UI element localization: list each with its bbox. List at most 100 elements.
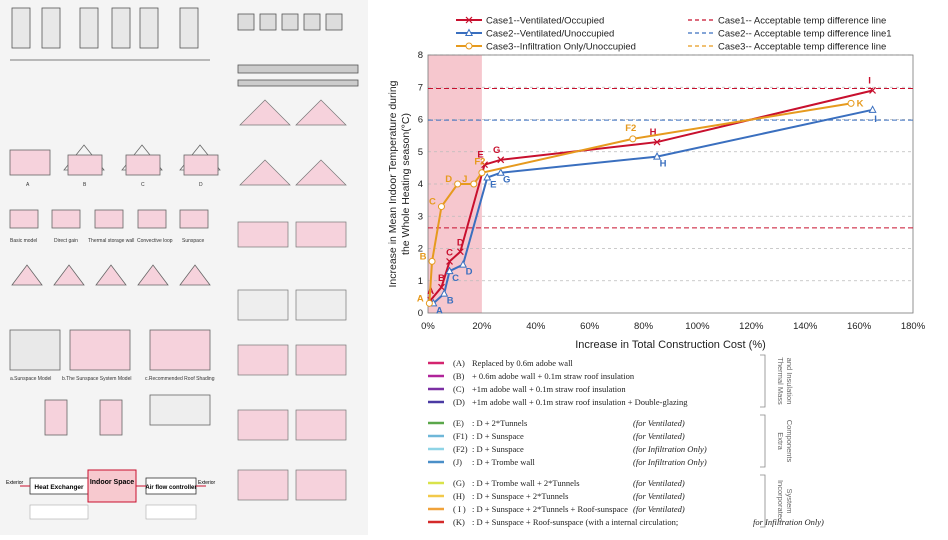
data-point	[496, 168, 505, 176]
legend-group-title: Incorporated	[776, 480, 785, 522]
point-label: A	[417, 293, 424, 304]
indoor-space-label: Indoor Space	[90, 479, 134, 486]
right-column-sketches	[237, 99, 347, 501]
legend-group-title: Thermal Mass	[776, 357, 785, 405]
data-point	[456, 248, 464, 256]
data-point	[428, 257, 436, 265]
data-point	[478, 169, 486, 177]
legend-text: : D + Sunspace	[472, 431, 524, 441]
y-tick-label: 8	[418, 50, 423, 61]
legend-code: ( I )	[453, 504, 466, 514]
data-point	[445, 266, 454, 275]
point-label: A	[436, 305, 443, 316]
data-point	[497, 156, 505, 164]
y-tick-label: 5	[418, 147, 423, 158]
caption-direct-gain: Direct gain	[54, 238, 78, 244]
legend-note: for Infiltration Only)	[753, 517, 824, 527]
group-bracket	[760, 474, 766, 528]
x-tick-label: 180%	[901, 321, 926, 332]
legend-code: (F1)	[453, 431, 468, 441]
legend-code: (D)	[453, 397, 465, 407]
legend-text: Replaced by 0.6m adobe wall	[472, 358, 573, 368]
x-tick-label: 100%	[685, 321, 710, 332]
data-point	[653, 138, 661, 146]
legend-entry: Case1-- Acceptable temp difference line	[718, 16, 886, 27]
legend-text: : D + Sunspace + 2*Tunnels + Roof-sunspa…	[472, 504, 628, 514]
series-line	[432, 108, 873, 305]
legend-note: (for Ventilated)	[633, 491, 685, 501]
legend-code: (G)	[453, 478, 465, 488]
legend-note: (for Ventilated)	[633, 431, 685, 441]
data-point	[869, 87, 877, 94]
air-flow-controller-label: Air flow controller	[145, 485, 197, 491]
y-tick-label: 6	[418, 115, 423, 126]
legend-text: : D + Trombe wall	[472, 457, 536, 467]
x-tick-label: 0%	[421, 321, 435, 332]
data-point	[438, 283, 445, 291]
chart-panel: Case1--Ventilated/Occupied Case2--Ventila…	[368, 0, 948, 535]
point-label: D	[457, 238, 464, 249]
x-tick-label: 40%	[526, 321, 546, 332]
y-tick-label: 1	[418, 276, 423, 287]
point-label: B	[447, 296, 454, 307]
point-label: G	[493, 145, 500, 156]
legend-text: : D + Trombe wall + 2*Tunnels	[472, 478, 580, 488]
legend-text: : D + Sunspace + 2*Tunnels	[472, 491, 568, 501]
data-point	[483, 172, 492, 181]
point-label: D	[466, 267, 473, 278]
legend-text: + 0.6m adobe wall + 0.1m straw roof insu…	[472, 371, 635, 381]
point-label: I	[874, 114, 877, 125]
model-captions: Basic model Direct gain Thermal storage …	[10, 182, 215, 382]
legend-entry: Case1--Ventilated/Occupied	[486, 16, 604, 27]
caption-model-d: D	[199, 182, 203, 188]
legend-group-title: Extra	[776, 432, 785, 450]
legend-code: (H)	[453, 491, 465, 501]
series-line	[428, 102, 852, 304]
y-axis-label: Increase in Mean Indoor Temperature duri…	[387, 80, 399, 287]
x-tick-label: 160%	[847, 321, 872, 332]
legend-note: (for Ventilated)	[633, 478, 685, 488]
legend-entry: Case3--Infiltration Only/Unoccupied	[486, 42, 636, 53]
caption-basic-model: Basic model	[10, 238, 37, 244]
data-point	[868, 105, 877, 113]
architectural-drawings-panel: Heat Exchanger Indoor Space Air flow con…	[0, 0, 368, 535]
data-point	[629, 135, 637, 143]
legend-note: (for Ventilated)	[633, 418, 685, 428]
chart: Case1--Ventilated/Occupied Case2--Ventila…	[387, 16, 926, 528]
y-axis-label-line2: the Whole Heating season(°C)	[400, 113, 412, 255]
caption-model-c: C	[141, 182, 145, 188]
exterior-left-label: Exterior	[6, 480, 24, 486]
caption-sunspace-model-a: a.Sunspace Model	[10, 376, 51, 382]
legend-top: Case1--Ventilated/Occupied Case2--Ventila…	[456, 16, 892, 53]
data-point	[458, 260, 468, 268]
legend-text: : D + Sunspace + Roof-sunspace (with a i…	[472, 517, 678, 527]
caption-sunspace: Sunspace	[182, 238, 204, 244]
point-label: C	[429, 197, 436, 208]
legend-group-title: and Insulation	[785, 358, 794, 405]
x-axis-label: Increase in Total Construction Cost (%)	[575, 339, 766, 351]
x-tick-label: 80%	[634, 321, 654, 332]
point-label: C	[446, 247, 453, 258]
caption-convective-loop: Convective loop	[137, 238, 173, 244]
data-point	[470, 180, 478, 188]
plot-frame	[427, 54, 914, 314]
data-point	[446, 257, 453, 265]
point-label: E	[490, 180, 496, 191]
point-label: I	[868, 75, 871, 86]
point-label: K	[857, 98, 864, 109]
legend-text: : D + Sunspace	[472, 444, 524, 454]
legend-code: (E)	[453, 418, 464, 428]
x-tick-label: 120%	[739, 321, 764, 332]
point-label: J	[462, 174, 467, 185]
x-tick-label: 140%	[793, 321, 818, 332]
group-bracket	[760, 414, 766, 468]
point-label: C	[452, 273, 459, 284]
data-point	[481, 161, 489, 169]
point-label: F2	[625, 123, 636, 134]
model-houses	[9, 144, 221, 436]
legend-code: (F2)	[453, 444, 468, 454]
legend-code: (C)	[453, 384, 465, 394]
y-tick-label: 3	[418, 211, 423, 222]
legend-group-title: System	[785, 488, 794, 513]
point-label: B	[438, 273, 445, 284]
